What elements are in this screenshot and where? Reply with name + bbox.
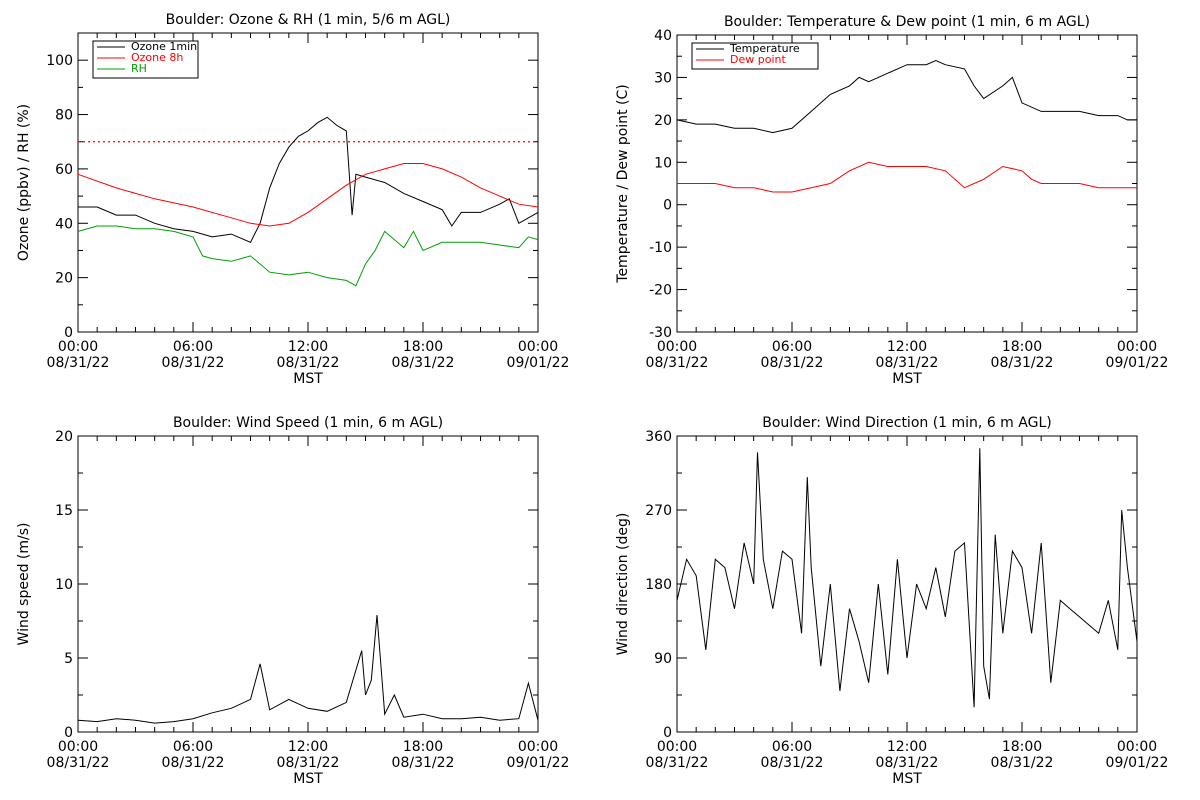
y-tick-label: 90 (654, 651, 672, 667)
y-tick-label: 20 (654, 113, 672, 129)
series-line-dew-point (677, 161, 1137, 193)
legend-label: Temperature (729, 42, 800, 55)
x-tick-time-label: 18:00 (403, 339, 443, 355)
x-tick-date-label: 09/01/22 (1106, 355, 1169, 371)
y-tick-label: 270 (645, 503, 672, 519)
chart-title: Boulder: Temperature & Dew point (1 min,… (724, 14, 1090, 30)
x-tick-time-label: 18:00 (1002, 339, 1042, 355)
wind-speed-panel: Boulder: Wind Speed (1 min, 6 m AGL) 0 5 10… (16, 415, 569, 787)
x-tick-date-label: 08/31/22 (646, 755, 709, 771)
x-tick-date-label: 09/01/22 (507, 355, 570, 371)
y-tick-label: -10 (649, 240, 672, 256)
y-tick-label: 360 (645, 429, 672, 445)
y-tick-label: 40 (654, 28, 672, 44)
y-tick-label: 0 (64, 725, 73, 741)
chart-title: Boulder: Wind Speed (1 min, 6 m AGL) (173, 415, 443, 431)
y-tick-label: 40 (55, 216, 73, 232)
y-tick-label: 60 (55, 162, 73, 178)
legend-label: Dew point (730, 53, 786, 66)
x-tick-date-label: 08/31/22 (162, 755, 225, 771)
y-axis-label: Wind direction (deg) (615, 513, 631, 656)
x-tick-time-label: 06:00 (772, 339, 812, 355)
legend-box (691, 42, 819, 70)
series-line-ozone-8h (77, 163, 539, 227)
y-tick-label: 0 (663, 198, 672, 214)
plot-frame (676, 435, 1138, 733)
x-tick-date-label: 08/31/22 (761, 755, 824, 771)
x-axis-label: MST (293, 371, 323, 387)
x-axis-label: MST (892, 771, 922, 787)
y-tick-label: 10 (55, 577, 73, 593)
x-tick-time-label: 00:00 (657, 339, 697, 355)
x-tick-date-label: 08/31/22 (392, 755, 455, 771)
y-tick-label: 10 (654, 155, 672, 171)
series-line-rh (77, 225, 539, 287)
x-tick-date-label: 09/01/22 (1106, 755, 1169, 771)
x-tick-date-label: 08/31/22 (991, 755, 1054, 771)
x-tick-time-label: 18:00 (1002, 739, 1042, 755)
x-tick-time-label: 00:00 (58, 739, 98, 755)
x-axis-label: MST (892, 371, 922, 387)
y-tick-label: 80 (55, 108, 73, 124)
x-tick-date-label: 08/31/22 (876, 355, 939, 371)
y-axis-label: Wind speed (m/s) (16, 523, 32, 646)
x-tick-date-label: 08/31/22 (47, 355, 110, 371)
series-line (77, 615, 539, 724)
x-tick-time-label: 12:00 (887, 339, 927, 355)
x-tick-date-label: 08/31/22 (392, 355, 455, 371)
x-tick-time-label: 00:00 (518, 339, 558, 355)
x-tick-time-label: 06:00 (173, 339, 213, 355)
x-axis-label: MST (293, 771, 323, 787)
y-axis-label: Ozone (ppbv) / RH (%) (16, 104, 32, 261)
y-tick-label: 20 (55, 271, 73, 287)
y-tick-label: 20 (55, 429, 73, 445)
series-line-ozone-1min (78, 116, 539, 243)
x-tick-date-label: 08/31/22 (876, 755, 939, 771)
y-tick-label: -20 (649, 283, 672, 299)
plot-frame (77, 435, 539, 733)
y-tick-label: 100 (46, 53, 73, 69)
y-tick-label: 15 (55, 503, 73, 519)
series-line-temperature (676, 59, 1137, 134)
x-tick-date-label: 08/31/22 (277, 355, 340, 371)
y-tick-label: 0 (663, 725, 672, 741)
x-tick-time-label: 12:00 (887, 739, 927, 755)
y-tick-label: 30 (654, 70, 672, 86)
temp-dew-panel: Boulder: Temperature & Dew point (1 min,… (615, 14, 1168, 387)
x-tick-time-label: 18:00 (403, 739, 443, 755)
legend-label: Ozone 8h (131, 51, 183, 64)
x-tick-time-label: 00:00 (518, 739, 558, 755)
x-tick-time-label: 00:00 (1117, 739, 1157, 755)
x-tick-date-label: 08/31/22 (47, 755, 110, 771)
x-tick-date-label: 08/31/22 (646, 355, 709, 371)
ozone-rh-panel: Boulder: Ozone & RH (1 min, 5/6 m AGL) 0 2… (16, 12, 569, 387)
y-tick-label: -30 (649, 325, 672, 341)
y-tick-label: 180 (645, 577, 672, 593)
x-tick-time-label: 12:00 (288, 339, 328, 355)
x-tick-date-label: 08/31/22 (277, 755, 340, 771)
x-tick-time-label: 06:00 (173, 739, 213, 755)
x-tick-date-label: 08/31/22 (991, 355, 1054, 371)
x-tick-time-label: 00:00 (58, 339, 98, 355)
y-tick-label: 0 (64, 325, 73, 341)
x-tick-time-label: 12:00 (288, 739, 328, 755)
legend-label: Ozone 1min (131, 40, 197, 53)
y-axis-label: Temperature / Dew point (C) (615, 84, 631, 283)
chart-title: Boulder: Wind Direction (1 min, 6 m AGL) (762, 415, 1051, 431)
x-tick-date-label: 09/01/22 (507, 755, 570, 771)
series-line (676, 448, 1138, 708)
legend-label: RH (131, 62, 147, 75)
x-tick-time-label: 00:00 (1117, 339, 1157, 355)
wind-dir-panel: Boulder: Wind Direction (1 min, 6 m AGL)… (615, 415, 1168, 787)
chart-title: Boulder: Ozone & RH (1 min, 5/6 m AGL) (166, 12, 451, 28)
y-tick-label: 5 (64, 651, 73, 667)
x-tick-date-label: 08/31/22 (761, 355, 824, 371)
x-tick-date-label: 08/31/22 (162, 355, 225, 371)
x-tick-time-label: 00:00 (657, 739, 697, 755)
x-tick-time-label: 06:00 (772, 739, 812, 755)
